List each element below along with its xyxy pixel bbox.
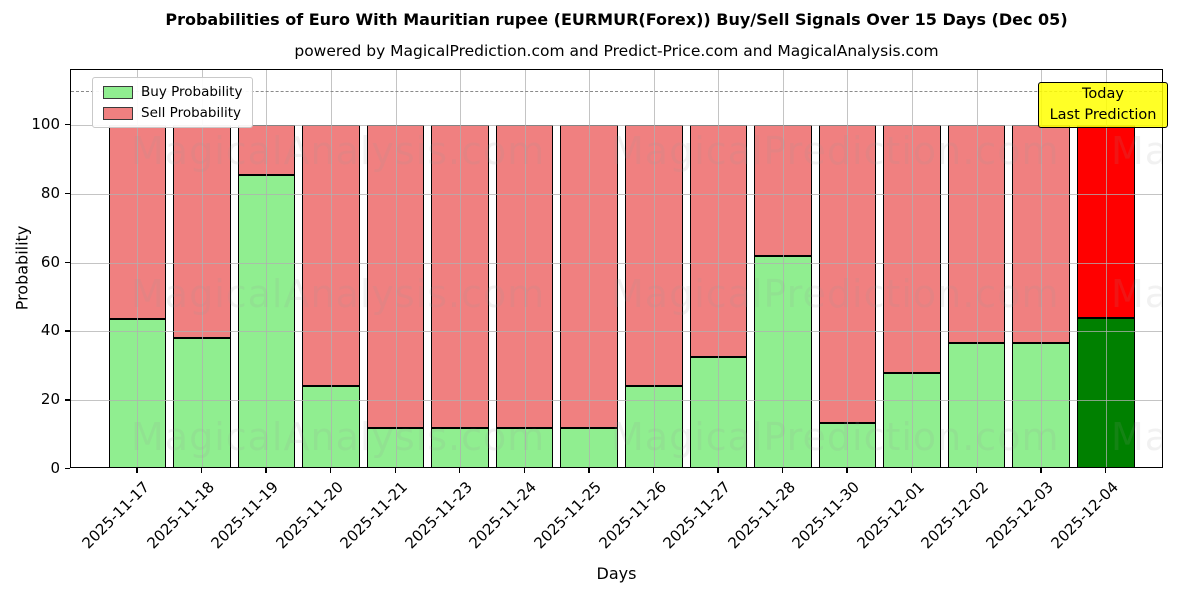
- y-tick-label: 60: [40, 252, 60, 271]
- y-tick-mark: [65, 330, 70, 332]
- annotation-line-1: Today: [1082, 86, 1124, 102]
- x-tick-mark: [329, 468, 332, 473]
- grid-line-h: [71, 400, 1162, 402]
- buy-swatch-icon: [103, 85, 133, 99]
- x-tick-mark: [200, 468, 203, 473]
- legend-item-buy: Buy Probability: [103, 84, 242, 100]
- grid-line-v: [201, 70, 203, 467]
- legend-item-sell: Sell Probability: [103, 105, 242, 121]
- watermark-text: MagicalAnalysis.com: [1111, 272, 1162, 316]
- grid-line-v: [653, 70, 655, 467]
- grid-line-h: [71, 125, 1162, 127]
- x-tick-mark: [1104, 468, 1107, 473]
- watermark-text: MagicalAnalysis.com: [1111, 415, 1162, 459]
- y-tick-mark: [65, 399, 70, 401]
- x-tick-mark: [652, 468, 655, 473]
- plot-inner: MagicalAnalysis.com MagicalPrediction.com…: [71, 70, 1162, 467]
- x-tick-mark: [911, 468, 913, 473]
- y-tick-mark: [65, 468, 70, 470]
- legend: Buy Probability Sell Probability: [92, 77, 254, 128]
- watermark-text: MagicalPrediction.com: [611, 415, 1060, 459]
- grid-line-v: [912, 70, 914, 467]
- y-tick-mark: [65, 261, 70, 263]
- chart-subtitle: powered by MagicalPrediction.com and Pre…: [294, 42, 939, 60]
- plot-area: MagicalAnalysis.com MagicalPrediction.com…: [70, 69, 1163, 468]
- watermark-text: MagicalAnalysis.com: [131, 129, 546, 173]
- grid-line-v: [395, 70, 397, 467]
- grid-line-h: [71, 193, 1162, 195]
- grid-line-v: [847, 70, 849, 467]
- x-tick-mark: [265, 468, 267, 473]
- grid-line-v: [137, 70, 139, 467]
- grid-line-v: [1105, 70, 1107, 467]
- x-tick-mark: [459, 468, 461, 473]
- x-axis-label: Days: [596, 564, 637, 583]
- x-tick-mark: [136, 468, 138, 473]
- grid-line-v: [524, 70, 526, 467]
- legend-label-buy: Buy Probability: [141, 84, 243, 100]
- x-tick-mark: [394, 468, 396, 473]
- today-annotation-box: Today Last Prediction: [1038, 82, 1168, 128]
- x-tick-mark: [523, 468, 526, 473]
- grid-line-v: [976, 70, 978, 467]
- x-tick-mark: [975, 468, 977, 473]
- grid-line-v: [1041, 70, 1043, 467]
- chart-title: Probabilities of Euro With Mauritian rup…: [165, 10, 1068, 29]
- x-tick-mark: [588, 468, 590, 473]
- y-tick-label: 20: [40, 390, 60, 409]
- legend-label-sell: Sell Probability: [141, 105, 242, 121]
- grid-line-v: [460, 70, 462, 467]
- y-tick-mark: [65, 192, 70, 195]
- x-tick-mark: [846, 468, 848, 473]
- watermark-text: MagicalPrediction.com: [611, 129, 1060, 173]
- y-tick-mark: [65, 124, 70, 126]
- x-tick-mark: [717, 468, 719, 473]
- watermark-text: MagicalPrediction.com: [611, 272, 1060, 316]
- y-tick-label: 0: [50, 459, 60, 477]
- y-tick-label: 40: [40, 321, 60, 340]
- grid-line-h: [71, 331, 1162, 333]
- watermark-text: MagicalAnalysis.com: [131, 272, 546, 316]
- grid-line-h: [71, 262, 1162, 264]
- x-tick-mark: [1040, 468, 1042, 473]
- sell-swatch-icon: [103, 106, 133, 120]
- y-tick-label: 100: [31, 115, 60, 134]
- threshold-dashed-line: [71, 90, 1162, 92]
- annotation-line-2: Last Prediction: [1049, 107, 1157, 123]
- grid-line-v: [330, 70, 332, 467]
- grid-line-v: [589, 70, 591, 467]
- grid-line-v: [718, 70, 720, 467]
- y-tick-label: 80: [40, 183, 60, 202]
- watermark-text: MagicalAnalysis.com: [1111, 129, 1162, 173]
- x-tick-mark: [781, 468, 784, 473]
- grid-line-v: [782, 70, 784, 467]
- watermark-text: MagicalAnalysis.com: [131, 415, 546, 459]
- grid-line-v: [266, 70, 268, 467]
